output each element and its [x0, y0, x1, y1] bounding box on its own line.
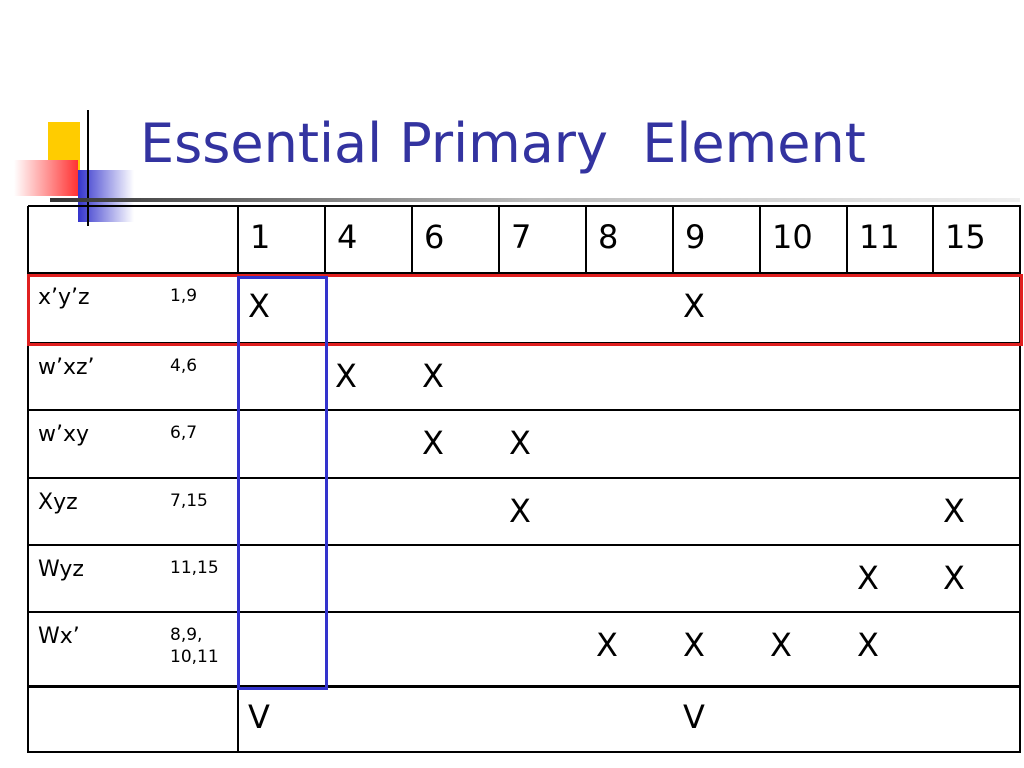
row-line: [28, 544, 1021, 546]
row-line: [28, 611, 1021, 613]
row-term: w’xy: [38, 422, 90, 447]
logo-red: [14, 160, 78, 196]
row-minterms: 6,7: [170, 423, 198, 443]
mark-x: X: [422, 357, 444, 395]
column-header: 6: [424, 218, 445, 256]
col-line: [324, 206, 326, 273]
col-line: [932, 206, 934, 273]
row-minterms: 8,9, 10,11: [170, 625, 219, 667]
row-line: [28, 751, 1021, 753]
row-term: x’y’z: [38, 285, 90, 310]
col-line: [411, 206, 413, 273]
row-minterms: 7,15: [170, 491, 208, 511]
mark-x: X: [509, 492, 531, 530]
column-header: 7: [511, 218, 532, 256]
mark-x: X: [943, 559, 965, 597]
col-line: [672, 206, 674, 273]
slide-title: Essential Primary Element: [140, 112, 866, 175]
row-term: w’xz’: [38, 355, 95, 380]
column-header: 15: [945, 218, 986, 256]
mark-x: X: [596, 626, 618, 664]
row-minterms: 4,6: [170, 356, 198, 376]
column-header: 10: [772, 218, 813, 256]
mark-x: X: [857, 559, 879, 597]
mark-x: X: [770, 626, 792, 664]
mark-x: X: [509, 424, 531, 462]
column-header: 9: [685, 218, 706, 256]
mark-v: V: [248, 698, 270, 736]
col-line: [1019, 206, 1021, 753]
column-header: 11: [859, 218, 900, 256]
row-line: [28, 477, 1021, 479]
highlight-row: [27, 274, 1023, 346]
mark-x: X: [857, 626, 879, 664]
mark-v: V: [683, 698, 705, 736]
mark-x: X: [335, 357, 357, 395]
title-rule: [50, 198, 1020, 202]
col-line: [27, 206, 29, 753]
col-line: [846, 206, 848, 273]
row-minterms: 11,15: [170, 558, 219, 578]
row-term: Wyz: [38, 557, 84, 582]
mark-x: X: [683, 626, 705, 664]
column-header: 4: [337, 218, 358, 256]
mark-x: X: [943, 492, 965, 530]
col-line: [759, 206, 761, 273]
mark-x: X: [683, 287, 705, 325]
row-line: [28, 409, 1021, 411]
col-line: [585, 206, 587, 273]
column-header: 1: [250, 218, 271, 256]
row-term: Wx’: [38, 624, 80, 649]
row-line: [28, 205, 1021, 207]
row-line: [28, 685, 1021, 688]
logo-line: [87, 110, 89, 226]
mark-x: X: [422, 424, 444, 462]
highlight-column: [237, 276, 328, 690]
col-line: [498, 206, 500, 273]
row-line: [28, 272, 1021, 274]
row-minterms: 1,9: [170, 286, 198, 306]
mark-x: X: [248, 287, 270, 325]
column-header: 8: [598, 218, 619, 256]
row-term: Xyz: [38, 490, 78, 515]
